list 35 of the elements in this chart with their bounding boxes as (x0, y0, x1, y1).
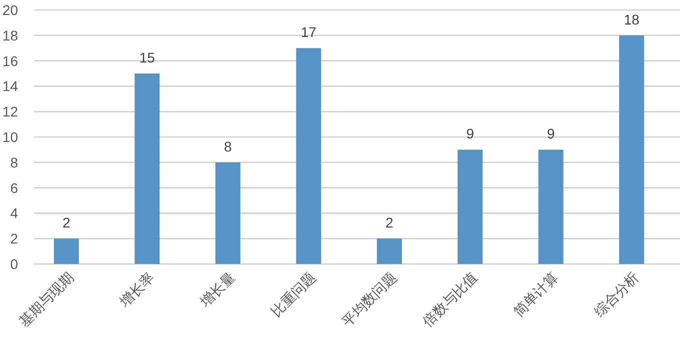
bar (134, 74, 160, 264)
y-tick-label: 10 (2, 129, 18, 145)
data-label: 2 (385, 214, 394, 231)
data-label: 8 (224, 138, 232, 154)
x-tick-label: 倍数与比值 (420, 270, 481, 330)
y-tick-label: 0 (10, 256, 18, 272)
x-tick-label: 平均数问题 (339, 270, 400, 330)
x-tick-label: 综合分析 (592, 270, 642, 320)
y-tick-label: 20 (2, 2, 18, 18)
x-tick-label: 基期与现期 (16, 270, 78, 330)
bar (296, 48, 322, 264)
bar (54, 238, 79, 264)
data-label: 9 (546, 126, 555, 142)
x-tick-label: 增长量 (196, 270, 239, 312)
y-tick-label: 6 (10, 180, 18, 196)
x-tick-label: 比重问题 (268, 270, 320, 320)
bar (376, 238, 402, 264)
bar (538, 150, 564, 264)
data-label: 15 (139, 50, 156, 66)
y-tick-label: 12 (2, 104, 18, 120)
y-tick-label: 16 (2, 52, 18, 69)
x-tick-label: 增长率 (116, 270, 158, 312)
y-tick-label: 2 (10, 230, 18, 247)
data-label: 2 (62, 214, 70, 231)
data-label: 9 (466, 126, 474, 142)
y-tick-label: 4 (10, 205, 18, 222)
bar (458, 150, 483, 264)
x-tick-label: 简单计算 (510, 270, 562, 320)
y-tick-label: 8 (10, 154, 18, 170)
y-tick-label: 14 (2, 78, 18, 94)
bar (215, 162, 240, 264)
y-tick-label: 18 (2, 27, 18, 44)
data-label: 18 (624, 11, 640, 28)
bar (619, 35, 644, 264)
data-label: 17 (300, 24, 317, 40)
